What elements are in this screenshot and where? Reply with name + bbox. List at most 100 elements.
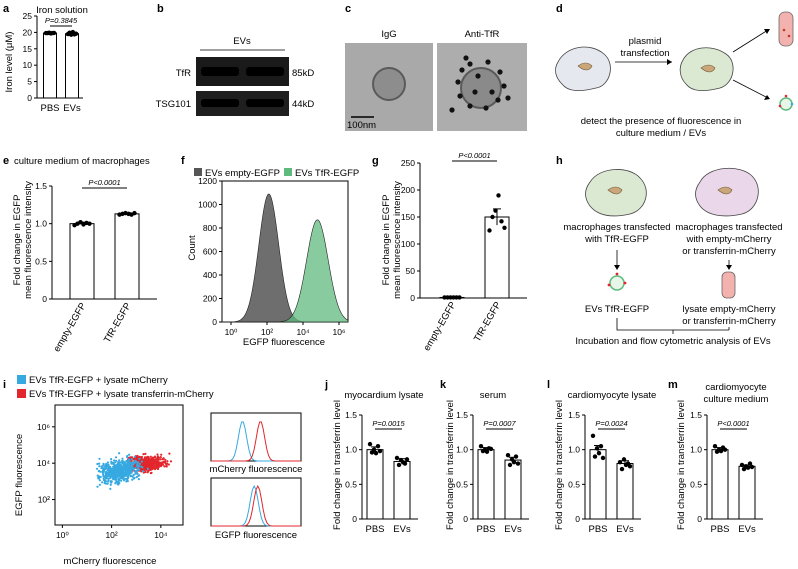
- gold-particle: [467, 61, 473, 67]
- scatter-point: [118, 452, 121, 455]
- scatter-point: [144, 456, 147, 459]
- y-tick-label: 5: [27, 77, 32, 87]
- tube-icon: [721, 271, 736, 299]
- scatter-point: [131, 478, 134, 481]
- gold-particle: [501, 83, 507, 89]
- scatter-point: [98, 457, 101, 460]
- panel-j-letter: j: [324, 379, 328, 391]
- blot-band: [201, 67, 239, 76]
- y-tick-label: 1.5: [345, 410, 357, 420]
- y-tick-label: 25: [23, 11, 33, 21]
- scatter-point: [109, 483, 112, 486]
- scatter-point: [115, 469, 118, 472]
- scatter-point: [112, 471, 115, 474]
- panel-e-title: culture medium of macrophages: [14, 156, 150, 167]
- gold-particle: [489, 89, 495, 95]
- scatter-point: [97, 477, 101, 480]
- nucleus-icon: [700, 64, 716, 73]
- scatter-point: [155, 461, 158, 464]
- x-tick-label: 10⁰: [56, 530, 69, 540]
- scatter-point: [136, 459, 139, 462]
- scatter-point: [120, 479, 123, 482]
- panel-a-title: Iron solution: [36, 5, 88, 16]
- y-tick-label: 1.0: [456, 445, 468, 455]
- data-point: [594, 446, 600, 451]
- x-tick-label: 10⁰: [225, 327, 238, 337]
- panel-b-letter: b: [157, 3, 164, 15]
- scatter-point: [163, 465, 166, 468]
- data-point: [457, 295, 462, 300]
- x-tick-label: PBS: [476, 524, 495, 535]
- scatter-point: [111, 468, 114, 472]
- data-point: [598, 444, 604, 449]
- nucleus-icon: [577, 62, 593, 71]
- y-tick-label: 0.5: [690, 479, 702, 489]
- y-tick-label: 400: [203, 270, 217, 280]
- scatter-point: [126, 480, 129, 483]
- gold-particle: [475, 73, 481, 79]
- gold-particle: [467, 103, 473, 109]
- scatter-point: [145, 456, 149, 459]
- legend-swatch-tfr: [284, 168, 292, 176]
- gold-particle: [472, 89, 478, 95]
- scatter-point: [133, 470, 136, 473]
- arrowhead-icon: [764, 29, 770, 34]
- scatter-point: [133, 455, 136, 458]
- data-point: [496, 193, 501, 198]
- scatter-point: [132, 473, 135, 476]
- scatter-point: [162, 457, 165, 460]
- panel-h-text: or transferrin-mCherry: [682, 316, 776, 327]
- scatter-point: [118, 459, 121, 462]
- data-point: [505, 453, 511, 458]
- scatter-point: [134, 472, 137, 475]
- data-point: [404, 457, 410, 462]
- panel-i-letter: i: [3, 379, 6, 391]
- panel-g-ylabel: Fold change in EGFP: [381, 195, 392, 286]
- panel-a-letter: a: [3, 3, 10, 15]
- data-point: [394, 455, 400, 461]
- data-point: [621, 457, 627, 462]
- scatter-point: [107, 471, 110, 474]
- scatter-point: [114, 456, 118, 459]
- scatter-point: [114, 482, 117, 485]
- scatter-point: [144, 452, 147, 455]
- scatter-point: [121, 457, 124, 460]
- bar: [616, 463, 634, 520]
- data-point: [590, 433, 596, 438]
- panel-k-letter: k: [440, 379, 447, 391]
- scatter-point: [110, 460, 113, 463]
- gold-particle: [459, 67, 465, 73]
- panel-m-title: cardiomyocyte: [705, 382, 766, 393]
- chart-i-histograms: [210, 412, 302, 527]
- x-tick-label: PBS: [40, 103, 59, 114]
- y-tick-label: 10²: [38, 495, 50, 505]
- scatter-point: [102, 477, 105, 480]
- arrowhead-icon: [667, 59, 672, 65]
- bar: [366, 449, 384, 520]
- hist-label: mCherry fluorescence: [210, 464, 303, 475]
- scatter-point: [101, 470, 104, 473]
- y-tick-label: 0: [42, 294, 47, 304]
- panel-m-ylabel: Fold change in transferrin level: [676, 400, 687, 530]
- panel-j-ylabel: Fold change in transferrin level: [332, 400, 343, 530]
- panel-e-letter: e: [3, 155, 9, 167]
- scatter-point: [122, 460, 125, 463]
- scatter-point: [156, 453, 159, 456]
- scatter-point: [149, 468, 152, 471]
- scatter-point: [139, 465, 143, 468]
- panel-d-caption: culture medium / EVs: [616, 128, 707, 139]
- scatter-point: [150, 471, 153, 474]
- scatter-point: [124, 474, 127, 477]
- panel-e-ylabel: Fold change in EGFP: [12, 195, 23, 286]
- x-tick-label: 10²: [105, 530, 117, 540]
- scatter-point: [113, 459, 116, 462]
- scatter-point: [133, 462, 136, 465]
- scatter-point: [166, 460, 169, 463]
- data-point: [78, 219, 83, 225]
- scatter-point: [99, 475, 102, 479]
- scatter-point: [127, 458, 130, 461]
- scatter-point: [99, 470, 102, 473]
- y-tick-label: 1.0: [690, 445, 702, 455]
- chart-k: 0 0.5 1.0 1.5 PBS EVs P=0.0007: [456, 410, 529, 535]
- data-point: [73, 31, 79, 36]
